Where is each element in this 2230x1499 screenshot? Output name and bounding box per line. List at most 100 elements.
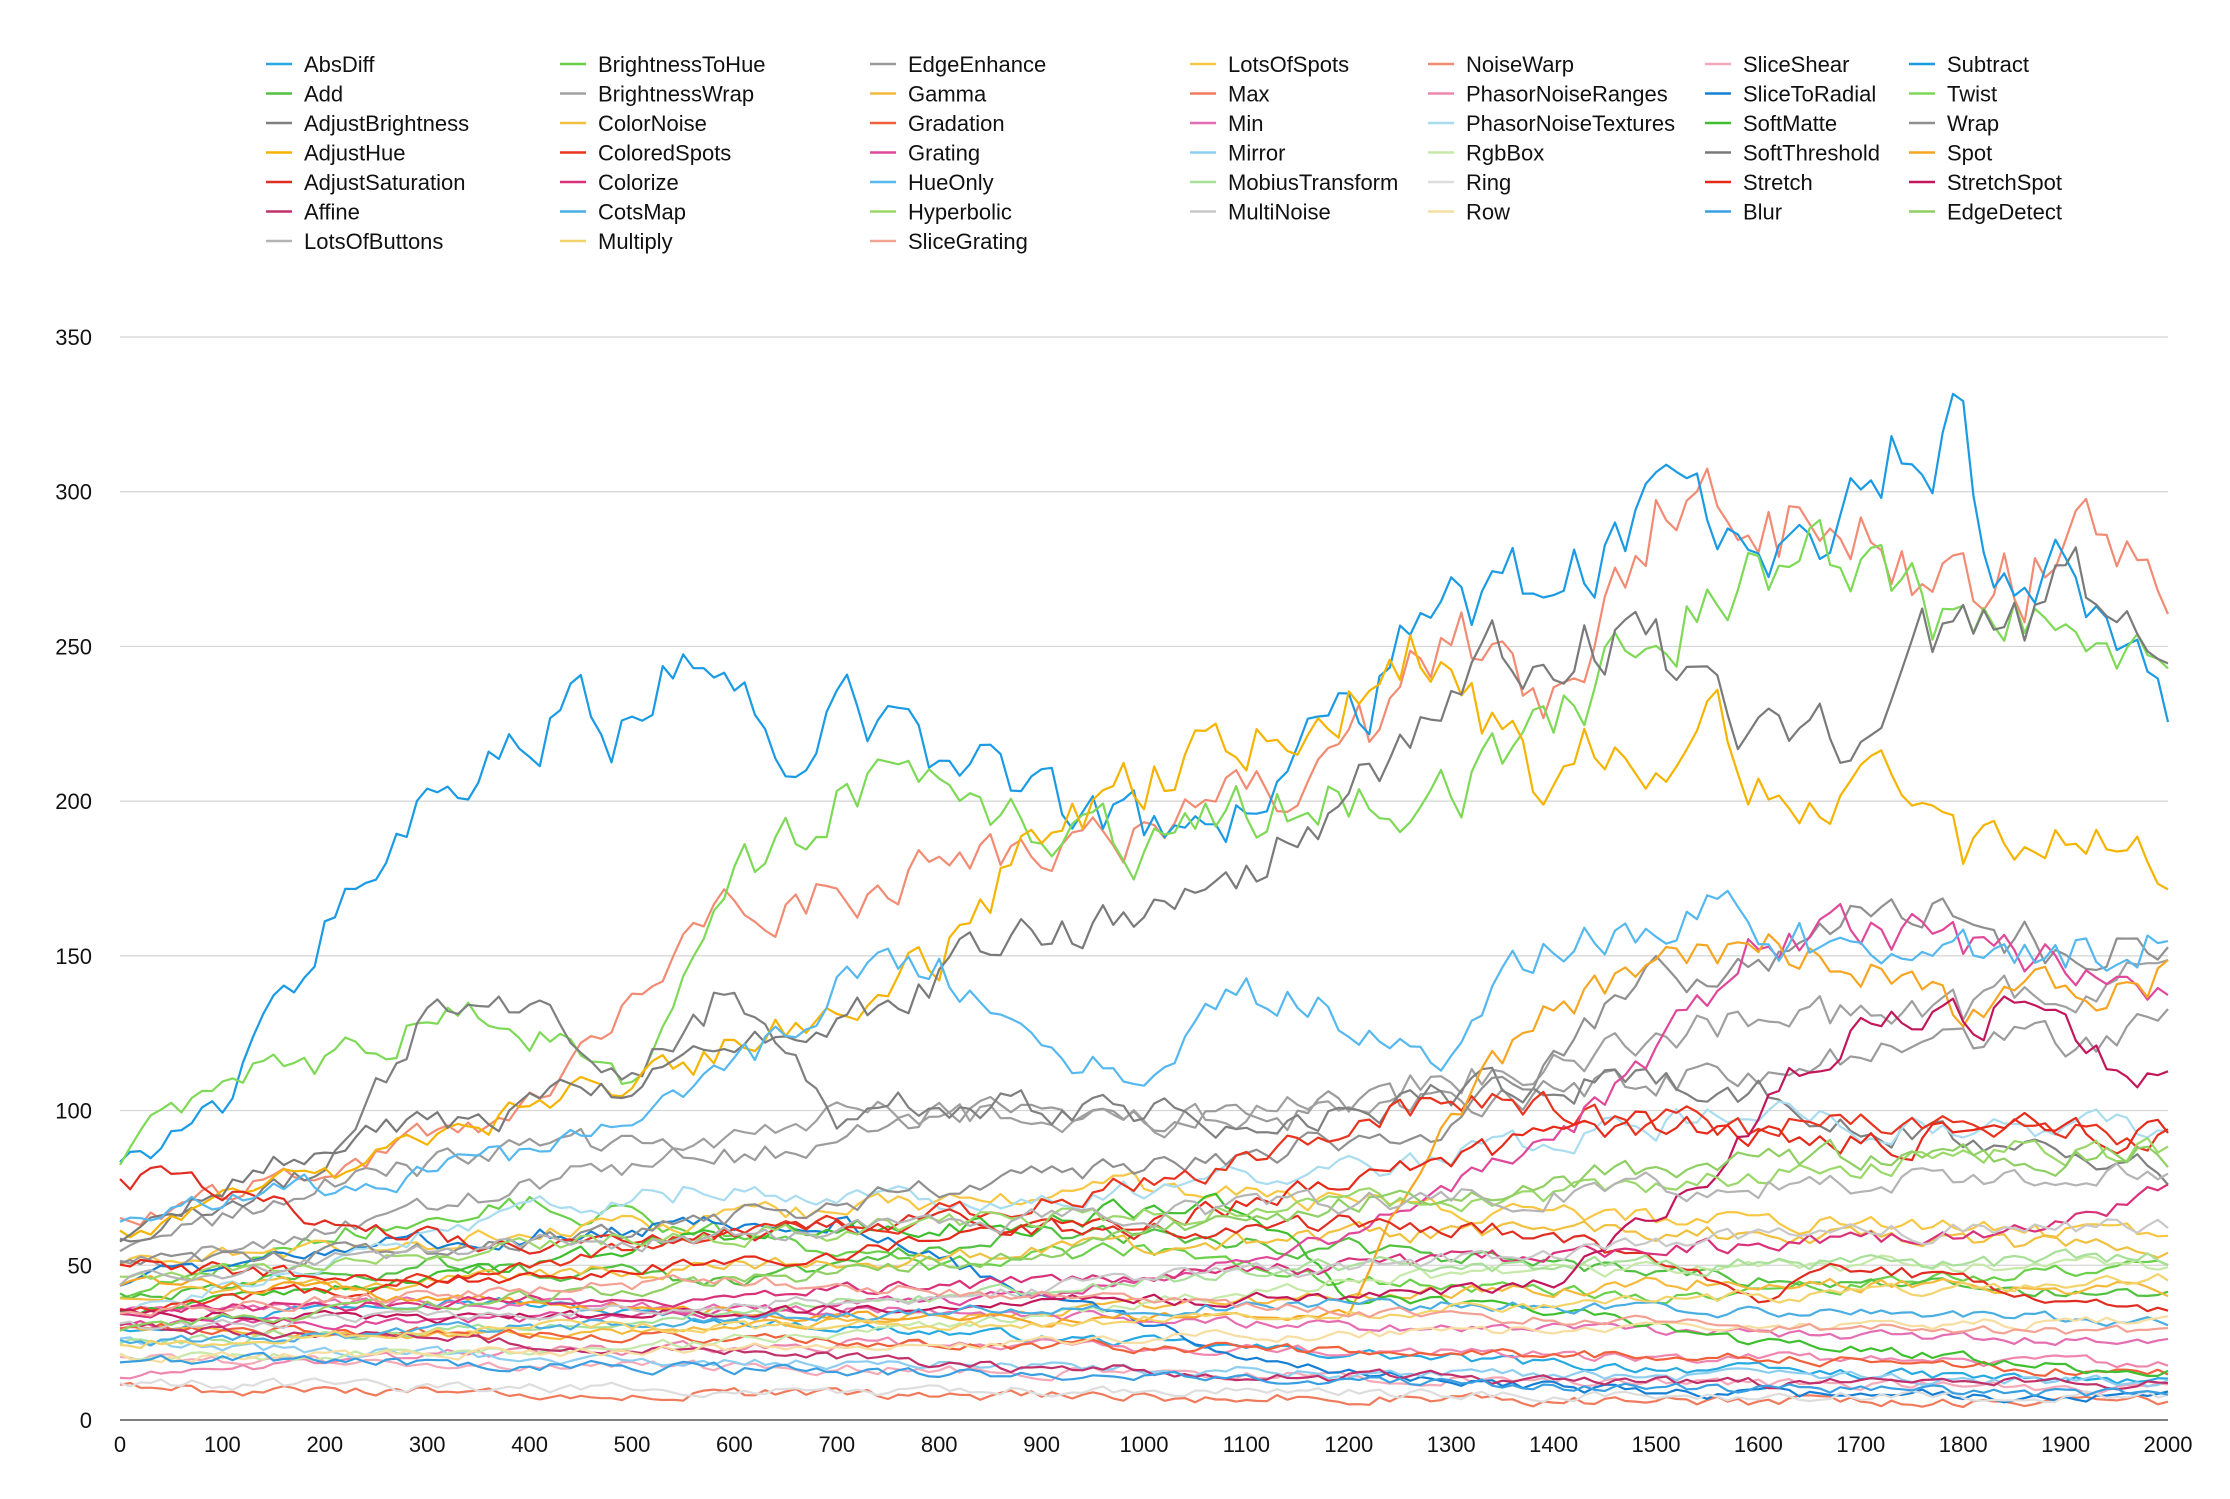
x-tick-label: 100 <box>204 1432 241 1457</box>
legend-label: AdjustHue <box>304 141 406 166</box>
x-tick-label: 1900 <box>2041 1432 2090 1457</box>
x-tick-label: 1500 <box>1632 1432 1681 1457</box>
x-tick-label: 1800 <box>1939 1432 1988 1457</box>
x-tick-label: 800 <box>921 1432 958 1457</box>
series-line <box>119 546 2169 1243</box>
legend-label: Ring <box>1466 170 1511 195</box>
series-line <box>119 1254 2169 1362</box>
series-line <box>119 1377 2169 1404</box>
legend-label: PhasorNoiseRanges <box>1466 82 1668 107</box>
legend-label: BrightnessWrap <box>598 82 754 107</box>
x-tick-label: 400 <box>511 1432 548 1457</box>
series-line <box>119 991 2169 1243</box>
legend-label: Colorize <box>598 170 679 195</box>
x-tick-label: 1300 <box>1427 1432 1476 1457</box>
x-tick-label: 1200 <box>1324 1432 1373 1457</box>
legend-label: Add <box>304 82 343 107</box>
y-tick-label: 50 <box>68 1253 92 1278</box>
grid-lines <box>120 336 2168 1421</box>
series-line <box>119 1136 2169 1281</box>
legend-label: Row <box>1466 200 1510 225</box>
legend-label: Twist <box>1947 82 1997 107</box>
series-line <box>119 933 2169 1328</box>
series-lines <box>119 392 2170 1409</box>
series-line <box>119 1218 2169 1330</box>
series-line <box>119 1215 2169 1404</box>
legend-label: LotsOfSpots <box>1228 52 1349 77</box>
legend-label: Multiply <box>598 229 673 254</box>
legend-label: Grating <box>908 141 980 166</box>
series-line <box>119 1381 2169 1409</box>
legend-label: EdgeDetect <box>1947 200 2062 225</box>
legend-label: EdgeEnhance <box>908 52 1046 77</box>
series-line <box>119 1272 2169 1350</box>
y-tick-label: 350 <box>55 325 92 350</box>
series-line <box>119 1320 2169 1391</box>
y-tick-label: 300 <box>55 480 92 505</box>
x-tick-label: 300 <box>409 1432 446 1457</box>
series-line <box>119 1162 2169 1286</box>
legend-label: Affine <box>304 200 360 225</box>
legend-label: SoftMatte <box>1743 111 1837 136</box>
legend-label: Subtract <box>1947 52 2029 77</box>
series-line <box>119 1336 2169 1388</box>
x-tick-label: 1100 <box>1223 1432 1270 1457</box>
series-line <box>119 1274 2169 1335</box>
legend-label: Min <box>1228 111 1263 136</box>
legend-label: ColoredSpots <box>598 141 731 166</box>
legend-label: HueOnly <box>908 170 994 195</box>
series-line <box>119 995 2169 1325</box>
legend-label: Wrap <box>1947 111 1999 136</box>
x-tick-label: 0 <box>114 1432 126 1457</box>
series-line <box>119 1297 2169 1347</box>
y-tick-label: 250 <box>55 634 92 659</box>
y-tick-label: 0 <box>80 1408 92 1433</box>
legend-label: Gamma <box>908 82 987 107</box>
legend: AbsDiff BrightnessToHue EdgeEnhance LotsOfS… <box>266 52 2062 254</box>
legend-label: SliceShear <box>1743 52 1849 77</box>
x-tick-label: 600 <box>716 1432 753 1457</box>
legend-label: BrightnessToHue <box>598 52 766 77</box>
series-line <box>119 897 2169 1266</box>
x-tick-label: 700 <box>818 1432 855 1457</box>
legend-label: Spot <box>1947 141 1992 166</box>
series-line <box>119 889 2169 1223</box>
legend-label: AbsDiff <box>304 52 375 77</box>
y-tick-label: 200 <box>55 789 92 814</box>
y-tick-label: 150 <box>55 944 92 969</box>
series-line <box>119 634 2169 1239</box>
x-tick-label: 900 <box>1023 1432 1060 1457</box>
x-tick-label: 1000 <box>1120 1432 1169 1457</box>
series-line <box>119 1138 2169 1332</box>
axes: 0 50 100 150 200 250 300 350 0 100 200 300 400 500 600… <box>55 325 2192 1457</box>
x-tick-label: 1700 <box>1836 1432 1885 1457</box>
legend-label: AdjustBrightness <box>304 111 469 136</box>
legend-label: LotsOfButtons <box>304 229 443 254</box>
legend-label: CotsMap <box>598 200 686 225</box>
x-tick-label: 1400 <box>1529 1432 1578 1457</box>
legend-label: StretchSpot <box>1947 170 2062 195</box>
legend-label: Gradation <box>908 111 1005 136</box>
series-line <box>119 392 2170 1163</box>
legend-label: MultiNoise <box>1228 200 1331 225</box>
legend-label: ColorNoise <box>598 111 707 136</box>
legend-label: Max <box>1228 82 1270 107</box>
x-tick-label: 2000 <box>2144 1432 2193 1457</box>
y-tick-label: 100 <box>55 1099 92 1124</box>
series-line <box>119 467 2170 1227</box>
legend-label: PhasorNoiseTextures <box>1466 111 1675 136</box>
legend-label: Mirror <box>1228 141 1285 166</box>
legend-label: MobiusTransform <box>1228 170 1398 195</box>
series-line <box>119 1351 2169 1398</box>
legend-label: Stretch <box>1743 170 1813 195</box>
legend-label: SliceGrating <box>908 229 1028 254</box>
legend-label: SoftThreshold <box>1743 141 1880 166</box>
series-line <box>119 518 2169 1166</box>
legend-label: SliceToRadial <box>1743 82 1876 107</box>
legend-label: Blur <box>1743 200 1782 225</box>
series-line <box>119 1008 2169 1253</box>
legend-label: RgbBox <box>1466 141 1544 166</box>
x-tick-label: 200 <box>306 1432 343 1457</box>
